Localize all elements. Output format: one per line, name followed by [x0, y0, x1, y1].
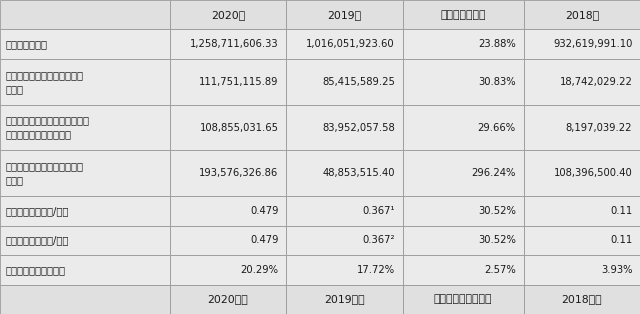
Text: 30.52%: 30.52%	[478, 206, 516, 216]
Text: 本年末比上年末增减: 本年末比上年末增减	[434, 294, 492, 304]
Bar	[0, 59, 170, 105]
Bar	[524, 196, 640, 225]
Text: 111,751,115.89: 111,751,115.89	[199, 77, 278, 87]
Bar	[403, 255, 524, 284]
Text: 8,197,039.22: 8,197,039.22	[566, 122, 632, 133]
Bar	[0, 225, 170, 255]
Bar	[524, 225, 640, 255]
Bar	[524, 30, 640, 59]
Bar	[524, 255, 640, 284]
Bar	[286, 30, 403, 59]
Text: 归属于上市公司股东的净利润
（元）: 归属于上市公司股东的净利润 （元）	[5, 70, 83, 94]
Text: 17.72%: 17.72%	[356, 265, 395, 275]
Bar	[286, 59, 403, 105]
Bar	[286, 150, 403, 196]
Bar	[170, 196, 286, 225]
Text: 本年比上年增减: 本年比上年增减	[440, 10, 486, 20]
Text: 108,855,031.65: 108,855,031.65	[200, 122, 278, 133]
Bar	[286, 196, 403, 225]
Text: 0.367¹: 0.367¹	[362, 206, 395, 216]
Bar	[170, 0, 286, 30]
Text: 85,415,589.25: 85,415,589.25	[322, 77, 395, 87]
Bar	[286, 105, 403, 150]
Text: 1,016,051,923.60: 1,016,051,923.60	[307, 39, 395, 49]
Bar	[524, 105, 640, 150]
Text: 0.479: 0.479	[250, 206, 278, 216]
Text: 0.11: 0.11	[610, 206, 632, 216]
Text: 2018年: 2018年	[564, 10, 599, 20]
Bar	[403, 0, 524, 30]
Bar	[170, 255, 286, 284]
Text: 193,576,326.86: 193,576,326.86	[199, 168, 278, 178]
Bar	[403, 150, 524, 196]
Bar	[286, 255, 403, 284]
Bar	[170, 225, 286, 255]
Bar	[403, 105, 524, 150]
Text: 营业收入（元）: 营业收入（元）	[5, 39, 47, 49]
Bar	[524, 59, 640, 105]
Bar	[0, 255, 170, 284]
Text: 23.88%: 23.88%	[478, 39, 516, 49]
Bar	[524, 284, 640, 314]
Text: 经营活动产生的现金流量净额
（元）: 经营活动产生的现金流量净额 （元）	[5, 161, 83, 185]
Bar	[403, 284, 524, 314]
Bar	[170, 59, 286, 105]
Bar	[286, 225, 403, 255]
Text: 基本每股收益（元/股）: 基本每股收益（元/股）	[5, 206, 68, 216]
Bar	[0, 284, 170, 314]
Text: 0.11: 0.11	[610, 235, 632, 245]
Bar	[170, 284, 286, 314]
Text: 83,952,057.58: 83,952,057.58	[322, 122, 395, 133]
Text: 296.24%: 296.24%	[472, 168, 516, 178]
Bar	[403, 30, 524, 59]
Text: 3.93%: 3.93%	[601, 265, 632, 275]
Bar	[170, 30, 286, 59]
Text: 0.367²: 0.367²	[362, 235, 395, 245]
Text: 2020年末: 2020年末	[207, 294, 248, 304]
Text: 加权平均净资产收益率: 加权平均净资产收益率	[5, 265, 65, 275]
Text: 稿释每股收益（元/股）: 稿释每股收益（元/股）	[5, 235, 68, 245]
Text: 2.57%: 2.57%	[484, 265, 516, 275]
Bar	[403, 59, 524, 105]
Text: 2020年: 2020年	[211, 10, 245, 20]
Text: 48,853,515.40: 48,853,515.40	[323, 168, 395, 178]
Text: 归属于上市公司股东的扣除非经
常性损益的净利润（元）: 归属于上市公司股东的扣除非经 常性损益的净利润（元）	[5, 116, 89, 139]
Bar	[286, 0, 403, 30]
Text: 108,396,500.40: 108,396,500.40	[554, 168, 632, 178]
Bar	[0, 105, 170, 150]
Bar	[0, 196, 170, 225]
Text: 18,742,029.22: 18,742,029.22	[559, 77, 632, 87]
Text: 2018年末: 2018年末	[561, 294, 602, 304]
Text: 2019年末: 2019年末	[324, 294, 365, 304]
Bar	[170, 150, 286, 196]
Text: 932,619,991.10: 932,619,991.10	[553, 39, 632, 49]
Bar	[403, 225, 524, 255]
Text: 0.479: 0.479	[250, 235, 278, 245]
Bar	[286, 284, 403, 314]
Text: 30.83%: 30.83%	[478, 77, 516, 87]
Bar	[170, 105, 286, 150]
Text: 30.52%: 30.52%	[478, 235, 516, 245]
Bar	[0, 30, 170, 59]
Text: 29.66%: 29.66%	[477, 122, 516, 133]
Text: 20.29%: 20.29%	[241, 265, 278, 275]
Bar	[0, 150, 170, 196]
Text: 2019年: 2019年	[327, 10, 362, 20]
Bar	[0, 0, 170, 30]
Text: 1,258,711,606.33: 1,258,711,606.33	[190, 39, 278, 49]
Bar	[524, 0, 640, 30]
Bar	[524, 150, 640, 196]
Bar	[403, 196, 524, 225]
